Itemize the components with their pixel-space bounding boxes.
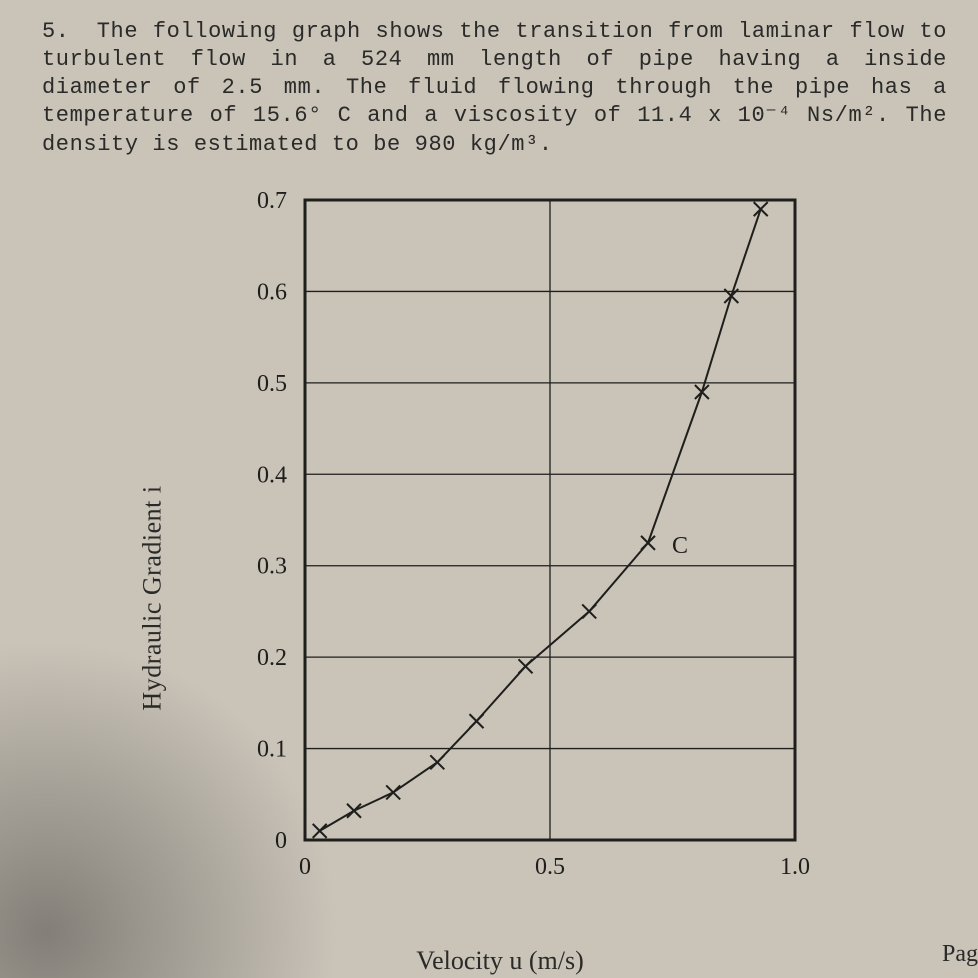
data-marker [519, 659, 533, 673]
annotation-label: C [672, 533, 688, 559]
data-line [320, 209, 761, 831]
x-tick-label: 0.5 [535, 854, 565, 880]
y-tick-label: 0.3 [257, 554, 287, 580]
y-tick-label: 0.6 [257, 279, 287, 305]
y-tick-label: 0 [275, 828, 287, 854]
data-marker [313, 824, 327, 838]
data-marker [470, 714, 484, 728]
data-marker [641, 536, 655, 550]
data-marker [582, 604, 596, 618]
page: 5. The following graph shows the transit… [0, 0, 978, 978]
chart-container: Hydraulic Gradient i 0 0.1 0.2 0.3 0.4 0.5 0.6… [140, 180, 860, 940]
y-tick-label: 0.1 [257, 737, 287, 763]
problem-body: The following graph shows the transition… [42, 19, 947, 157]
page-number-partial: Pag [942, 941, 978, 968]
y-tick-label: 0.7 [257, 188, 287, 214]
y-tick-label: 0.4 [257, 462, 287, 488]
y-tick-label: 0.2 [257, 645, 287, 671]
data-marker [754, 202, 768, 216]
chart-svg: 0 0.1 0.2 0.3 0.4 0.5 0.6 0.7 0 0.5 1.0 C [140, 180, 860, 940]
data-marker [430, 755, 444, 769]
problem-statement: 5. The following graph shows the transit… [42, 18, 947, 159]
data-marker [386, 785, 400, 799]
x-tick-label: 0 [299, 854, 311, 880]
x-axis-label: Velocity u (m/s) [140, 946, 860, 976]
problem-number: 5. [42, 18, 82, 46]
data-marker [347, 804, 361, 818]
x-tick-label: 1.0 [780, 854, 810, 880]
y-axis-label: Hydraulic Gradient i [138, 485, 168, 710]
y-tick-label: 0.5 [257, 371, 287, 397]
data-marker [695, 385, 709, 399]
